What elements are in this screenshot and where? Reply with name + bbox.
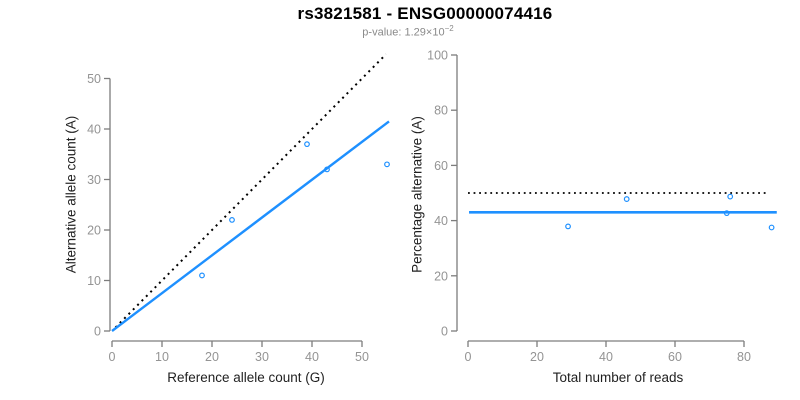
x-axis: 0 20 40 60 80	[465, 340, 751, 364]
percentage-alternative-panel: 0 20 40 60 80 100 0 20 40 60 80	[427, 49, 777, 364]
figure-title: rs3821581 - ENSG00000074416	[297, 4, 553, 23]
x-tick-label: 80	[737, 350, 751, 364]
data-point	[768, 224, 775, 231]
data-points	[565, 193, 775, 231]
x-tick-label: 0	[109, 350, 116, 364]
x-tick-label: 50	[355, 350, 369, 364]
x-tick-label: 20	[530, 350, 544, 364]
y-axis-title-allele-counts: Alternative allele count (A)	[63, 115, 79, 274]
y-tick-label: 60	[434, 159, 448, 173]
data-point	[723, 210, 730, 217]
data-point	[324, 166, 330, 173]
x-tick-label: 40	[305, 350, 319, 364]
y-tick-label: 40	[87, 123, 101, 137]
y-axis: 0 20 40 60 80 100	[427, 49, 458, 339]
data-point	[565, 223, 571, 230]
regression-line	[111, 120, 390, 332]
x-axis-title-allele-counts: Reference allele count (G)	[167, 370, 325, 385]
allele-counts-panel: 0 10 20 30 40 50 0 10 20 30 40 50	[87, 53, 390, 364]
figure-subtitle: p-value: 1.29×10−2	[258, 24, 558, 39]
y-tick-label: 0	[94, 325, 101, 339]
data-point	[727, 193, 734, 200]
y-tick-label: 50	[87, 72, 101, 86]
identity-line	[114, 53, 387, 329]
y-tick-label: 100	[427, 49, 448, 63]
data-point	[199, 272, 205, 279]
data-point	[384, 161, 390, 168]
x-tick-label: 40	[599, 350, 613, 364]
data-point	[304, 141, 310, 148]
data-point	[229, 216, 235, 223]
p-value-exponent: −2	[444, 24, 454, 33]
x-tick-label: 20	[205, 350, 219, 364]
y-tick-label: 20	[434, 269, 448, 283]
data-point	[623, 196, 630, 202]
y-axis: 0 10 20 30 40 50	[87, 72, 111, 339]
y-tick-label: 40	[434, 214, 448, 228]
y-tick-label: 20	[87, 224, 101, 238]
x-axis: 0 10 20 30 40 50	[109, 340, 369, 364]
x-tick-label: 10	[155, 350, 169, 364]
y-tick-label: 10	[87, 274, 101, 288]
y-axis-title-percentage: Percentage alternative (A)	[409, 116, 425, 273]
y-tick-label: 30	[87, 173, 101, 187]
x-axis-title-total-reads: Total number of reads	[552, 370, 684, 385]
x-tick-label: 60	[668, 350, 682, 364]
x-tick-label: 30	[255, 350, 269, 364]
p-value-text: p-value: 1.29×10	[362, 26, 445, 39]
y-tick-label: 0	[441, 325, 448, 339]
data-points	[199, 141, 390, 279]
y-tick-label: 80	[434, 104, 448, 118]
x-tick-label: 0	[465, 350, 472, 364]
